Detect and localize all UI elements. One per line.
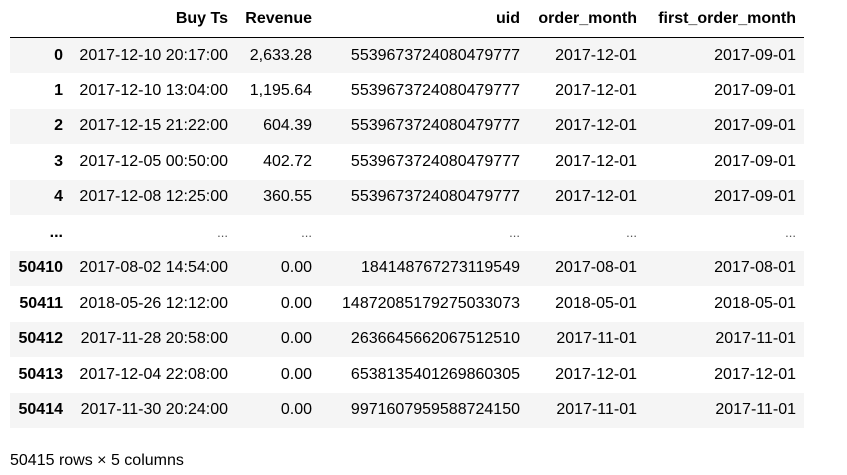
cell-uid: 5539673724080479777 xyxy=(350,188,520,206)
column-header-first-order-month: first_order_month xyxy=(645,0,804,38)
table-row: 50413 2017-12-04 22:08:00 0.00 653813540… xyxy=(10,357,804,393)
row-index: 50410 xyxy=(18,259,64,277)
cell-revenue: 360.55 xyxy=(263,188,312,206)
dataframe-container: Buy Ts Revenue uid order_month first_ord… xyxy=(10,0,804,428)
cell-order-month: 2017-11-01 xyxy=(556,401,637,419)
table-row: 2 2017-12-15 21:22:00 604.39 55396737240… xyxy=(10,108,804,144)
cell-uid: 14872085179275033073 xyxy=(342,294,520,312)
table-header: Buy Ts Revenue uid order_month first_ord… xyxy=(10,0,804,38)
cell-order-month: 2017-12-01 xyxy=(555,365,637,383)
cell-revenue: 0.00 xyxy=(280,294,312,312)
row-index: 2 xyxy=(54,117,63,135)
cell-revenue: 0.00 xyxy=(280,330,312,348)
cell-buy-ts: 2017-12-10 20:17:00 xyxy=(79,46,228,64)
table-row: 4 2017-12-08 12:25:00 360.55 55396737240… xyxy=(10,179,804,215)
cell-order-month: 2017-12-01 xyxy=(555,152,637,170)
cell-order-month: 2018-05-01 xyxy=(555,294,637,312)
cell-order-month: 2017-12-01 xyxy=(555,81,637,99)
cell-uid: 5539673724080479777 xyxy=(350,152,520,170)
cell-uid: 9971607959588724150 xyxy=(350,401,520,419)
cell-buy-ts: 2017-12-08 12:25:00 xyxy=(79,188,228,206)
cell-revenue: ... xyxy=(301,225,312,241)
ellipsis-row: ... ... ... ... ... ... xyxy=(10,215,804,251)
cell-buy-ts: 2018-05-26 12:12:00 xyxy=(79,294,228,312)
table-row: 50411 2018-05-26 12:12:00 0.00 148720851… xyxy=(10,286,804,322)
cell-buy-ts: 2017-12-15 21:22:00 xyxy=(79,117,228,135)
cell-buy-ts: 2017-12-05 00:50:00 xyxy=(79,152,228,170)
cell-first-order-month: 2017-09-01 xyxy=(714,188,796,206)
cell-first-order-month: 2017-11-01 xyxy=(715,401,796,419)
row-index: 1 xyxy=(54,81,63,99)
cell-revenue: 402.72 xyxy=(263,152,312,170)
cell-first-order-month: 2017-08-01 xyxy=(714,259,796,277)
cell-order-month: ... xyxy=(626,225,637,241)
cell-uid: 5539673724080479777 xyxy=(350,117,520,135)
cell-order-month: 2017-12-01 xyxy=(555,46,637,64)
column-header-revenue: Revenue xyxy=(236,0,320,38)
row-index: 50413 xyxy=(18,365,64,383)
row-index: 0 xyxy=(54,46,63,64)
row-index: 50412 xyxy=(18,330,64,348)
cell-revenue: 1,195.64 xyxy=(249,81,312,99)
cell-first-order-month: 2017-09-01 xyxy=(714,81,796,99)
cell-first-order-month: 2017-11-01 xyxy=(715,330,796,348)
dataframe-table: Buy Ts Revenue uid order_month first_ord… xyxy=(10,0,804,428)
table-row: 50410 2017-08-02 14:54:00 0.00 184148767… xyxy=(10,250,804,286)
column-header-order-month: order_month xyxy=(528,0,645,38)
cell-buy-ts: 2017-12-04 22:08:00 xyxy=(79,365,228,383)
cell-first-order-month: 2018-05-01 xyxy=(714,294,796,312)
cell-buy-ts: 2017-11-30 20:24:00 xyxy=(80,401,228,419)
cell-buy-ts: ... xyxy=(217,225,228,241)
cell-revenue: 604.39 xyxy=(263,117,312,135)
cell-first-order-month: ... xyxy=(785,225,796,241)
table-row: 0 2017-12-10 20:17:00 2,633.28 553967372… xyxy=(10,37,804,73)
cell-order-month: 2017-11-01 xyxy=(556,330,637,348)
table-row: 50412 2017-11-28 20:58:00 0.00 263664566… xyxy=(10,321,804,357)
cell-revenue: 2,633.28 xyxy=(249,46,312,64)
cell-buy-ts: 2017-11-28 20:58:00 xyxy=(80,330,228,348)
row-index: ... xyxy=(49,223,63,241)
cell-revenue: 0.00 xyxy=(280,365,312,383)
cell-uid: 6538135401269860305 xyxy=(350,365,520,383)
cell-first-order-month: 2017-09-01 xyxy=(714,117,796,135)
header-row: Buy Ts Revenue uid order_month first_ord… xyxy=(10,0,804,38)
table-row: 1 2017-12-10 13:04:00 1,195.64 553967372… xyxy=(10,73,804,109)
row-index: 3 xyxy=(54,152,63,170)
cell-uid: ... xyxy=(509,225,520,241)
index-header xyxy=(10,0,71,38)
cell-revenue: 0.00 xyxy=(280,259,312,277)
cell-revenue: 0.00 xyxy=(280,401,312,419)
table-row: 50414 2017-11-30 20:24:00 0.00 997160795… xyxy=(10,392,804,428)
cell-uid: 5539673724080479777 xyxy=(350,81,520,99)
cell-buy-ts: 2017-12-10 13:04:00 xyxy=(79,81,228,99)
table-body: 0 2017-12-10 20:17:00 2,633.28 553967372… xyxy=(10,37,804,428)
row-index: 4 xyxy=(54,188,63,206)
row-index: 50414 xyxy=(18,401,64,419)
row-index: 50411 xyxy=(19,294,63,312)
cell-first-order-month: 2017-09-01 xyxy=(714,46,796,64)
cell-order-month: 2017-08-01 xyxy=(555,259,637,277)
cell-first-order-month: 2017-09-01 xyxy=(714,152,796,170)
table-row: 3 2017-12-05 00:50:00 402.72 55396737240… xyxy=(10,144,804,180)
cell-order-month: 2017-12-01 xyxy=(555,117,637,135)
cell-uid: 2636645662067512510 xyxy=(350,330,520,348)
dataframe-shape-footer: 50415 rows × 5 columns xyxy=(10,452,184,469)
cell-uid: 5539673724080479777 xyxy=(350,46,520,64)
cell-order-month: 2017-12-01 xyxy=(555,188,637,206)
cell-first-order-month: 2017-12-01 xyxy=(714,365,796,383)
cell-buy-ts: 2017-08-02 14:54:00 xyxy=(79,259,228,277)
column-header-buy-ts: Buy Ts xyxy=(71,0,236,38)
column-header-uid: uid xyxy=(320,0,528,38)
cell-uid: 184148767273119549 xyxy=(361,259,520,277)
